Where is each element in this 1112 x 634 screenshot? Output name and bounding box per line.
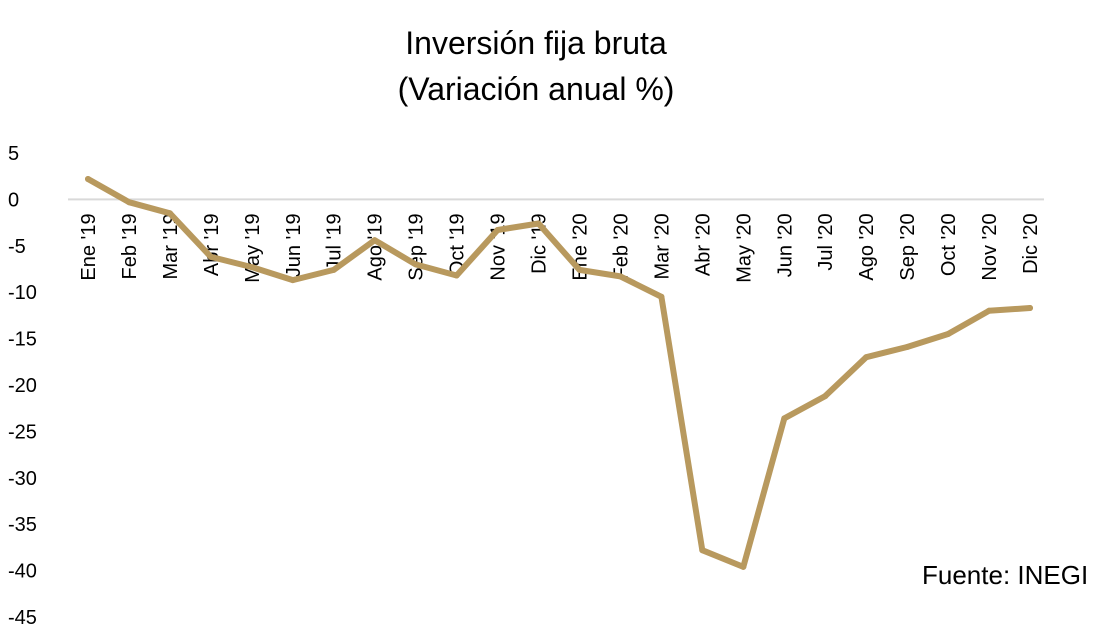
data-point — [904, 344, 911, 350]
data-point — [617, 273, 624, 280]
data-point — [494, 227, 501, 233]
chart-title: Inversión fija bruta — [405, 25, 667, 61]
x-tick-label: Abr '19 — [201, 213, 223, 276]
data-point — [699, 547, 706, 554]
data-point — [330, 266, 337, 273]
y-axis: 5 0 -5 -10 -15 -20 -25 -30 -35 -40 -45 — [8, 143, 37, 629]
y-tick-label: 5 — [8, 143, 19, 165]
x-tick-label: Jul '20 — [815, 213, 837, 270]
x-tick-label: Sep '20 — [897, 213, 919, 280]
y-tick-label: -15 — [8, 329, 37, 351]
x-tick-label: May '20 — [733, 213, 755, 282]
x-tick-label: Oct '19 — [447, 213, 469, 276]
data-point — [1027, 305, 1033, 311]
y-tick-label: -30 — [8, 468, 37, 490]
x-tick-label: Mar '19 — [160, 213, 182, 279]
x-tick-label: Sep '19 — [406, 213, 428, 280]
data-point — [822, 393, 829, 400]
source-note: Fuente: INEGI — [922, 560, 1089, 590]
x-tick-label: Feb '20 — [610, 213, 632, 279]
data-point — [412, 261, 419, 268]
points-layer — [85, 176, 1033, 570]
data-point — [576, 266, 583, 273]
x-tick-label: Ago '19 — [365, 213, 387, 280]
data-point — [740, 563, 747, 570]
chart-subtitle: (Variación anual %) — [397, 71, 675, 107]
y-tick-label: -10 — [8, 282, 37, 304]
x-tick-label: Jun '19 — [283, 213, 305, 277]
x-tick-label: Ago '20 — [856, 213, 878, 280]
x-tick-label: Jul '19 — [324, 213, 346, 270]
y-tick-label: -35 — [8, 514, 37, 536]
x-tick-label: Nov '20 — [979, 213, 1001, 280]
x-tick-label: Feb '19 — [119, 213, 141, 279]
data-point — [781, 415, 788, 422]
data-point — [289, 277, 296, 284]
data-point — [863, 354, 870, 361]
chart-title-block: Inversión fija bruta (Variación anual %) — [0, 20, 1072, 112]
y-tick-label: -40 — [8, 561, 37, 583]
x-tick-label: Dic '20 — [1020, 213, 1042, 274]
y-tick-label: -45 — [8, 607, 37, 629]
data-point — [248, 264, 255, 271]
data-point — [986, 307, 992, 314]
data-point — [85, 176, 91, 182]
x-tick-label: Abr '20 — [692, 213, 714, 276]
data-point — [207, 253, 214, 260]
data-point — [945, 331, 952, 337]
data-point — [166, 210, 173, 217]
y-tick-label: -5 — [8, 236, 26, 258]
data-point — [453, 272, 460, 279]
series-layer — [85, 176, 1033, 570]
series-line — [85, 176, 1033, 570]
data-point — [126, 199, 132, 206]
y-tick-label: 0 — [8, 189, 19, 211]
x-tick-label: Jun '20 — [774, 213, 796, 277]
data-point — [535, 220, 542, 227]
y-tick-label: -25 — [8, 421, 37, 443]
x-tick-label: Mar '20 — [651, 213, 673, 279]
x-tick-label: Ene '19 — [78, 213, 100, 280]
data-point — [658, 293, 665, 300]
y-tick-label: -20 — [8, 375, 37, 397]
x-tick-label: Oct '20 — [938, 213, 960, 276]
x-tick-label: Nov '19 — [488, 213, 510, 280]
data-point — [371, 237, 378, 244]
